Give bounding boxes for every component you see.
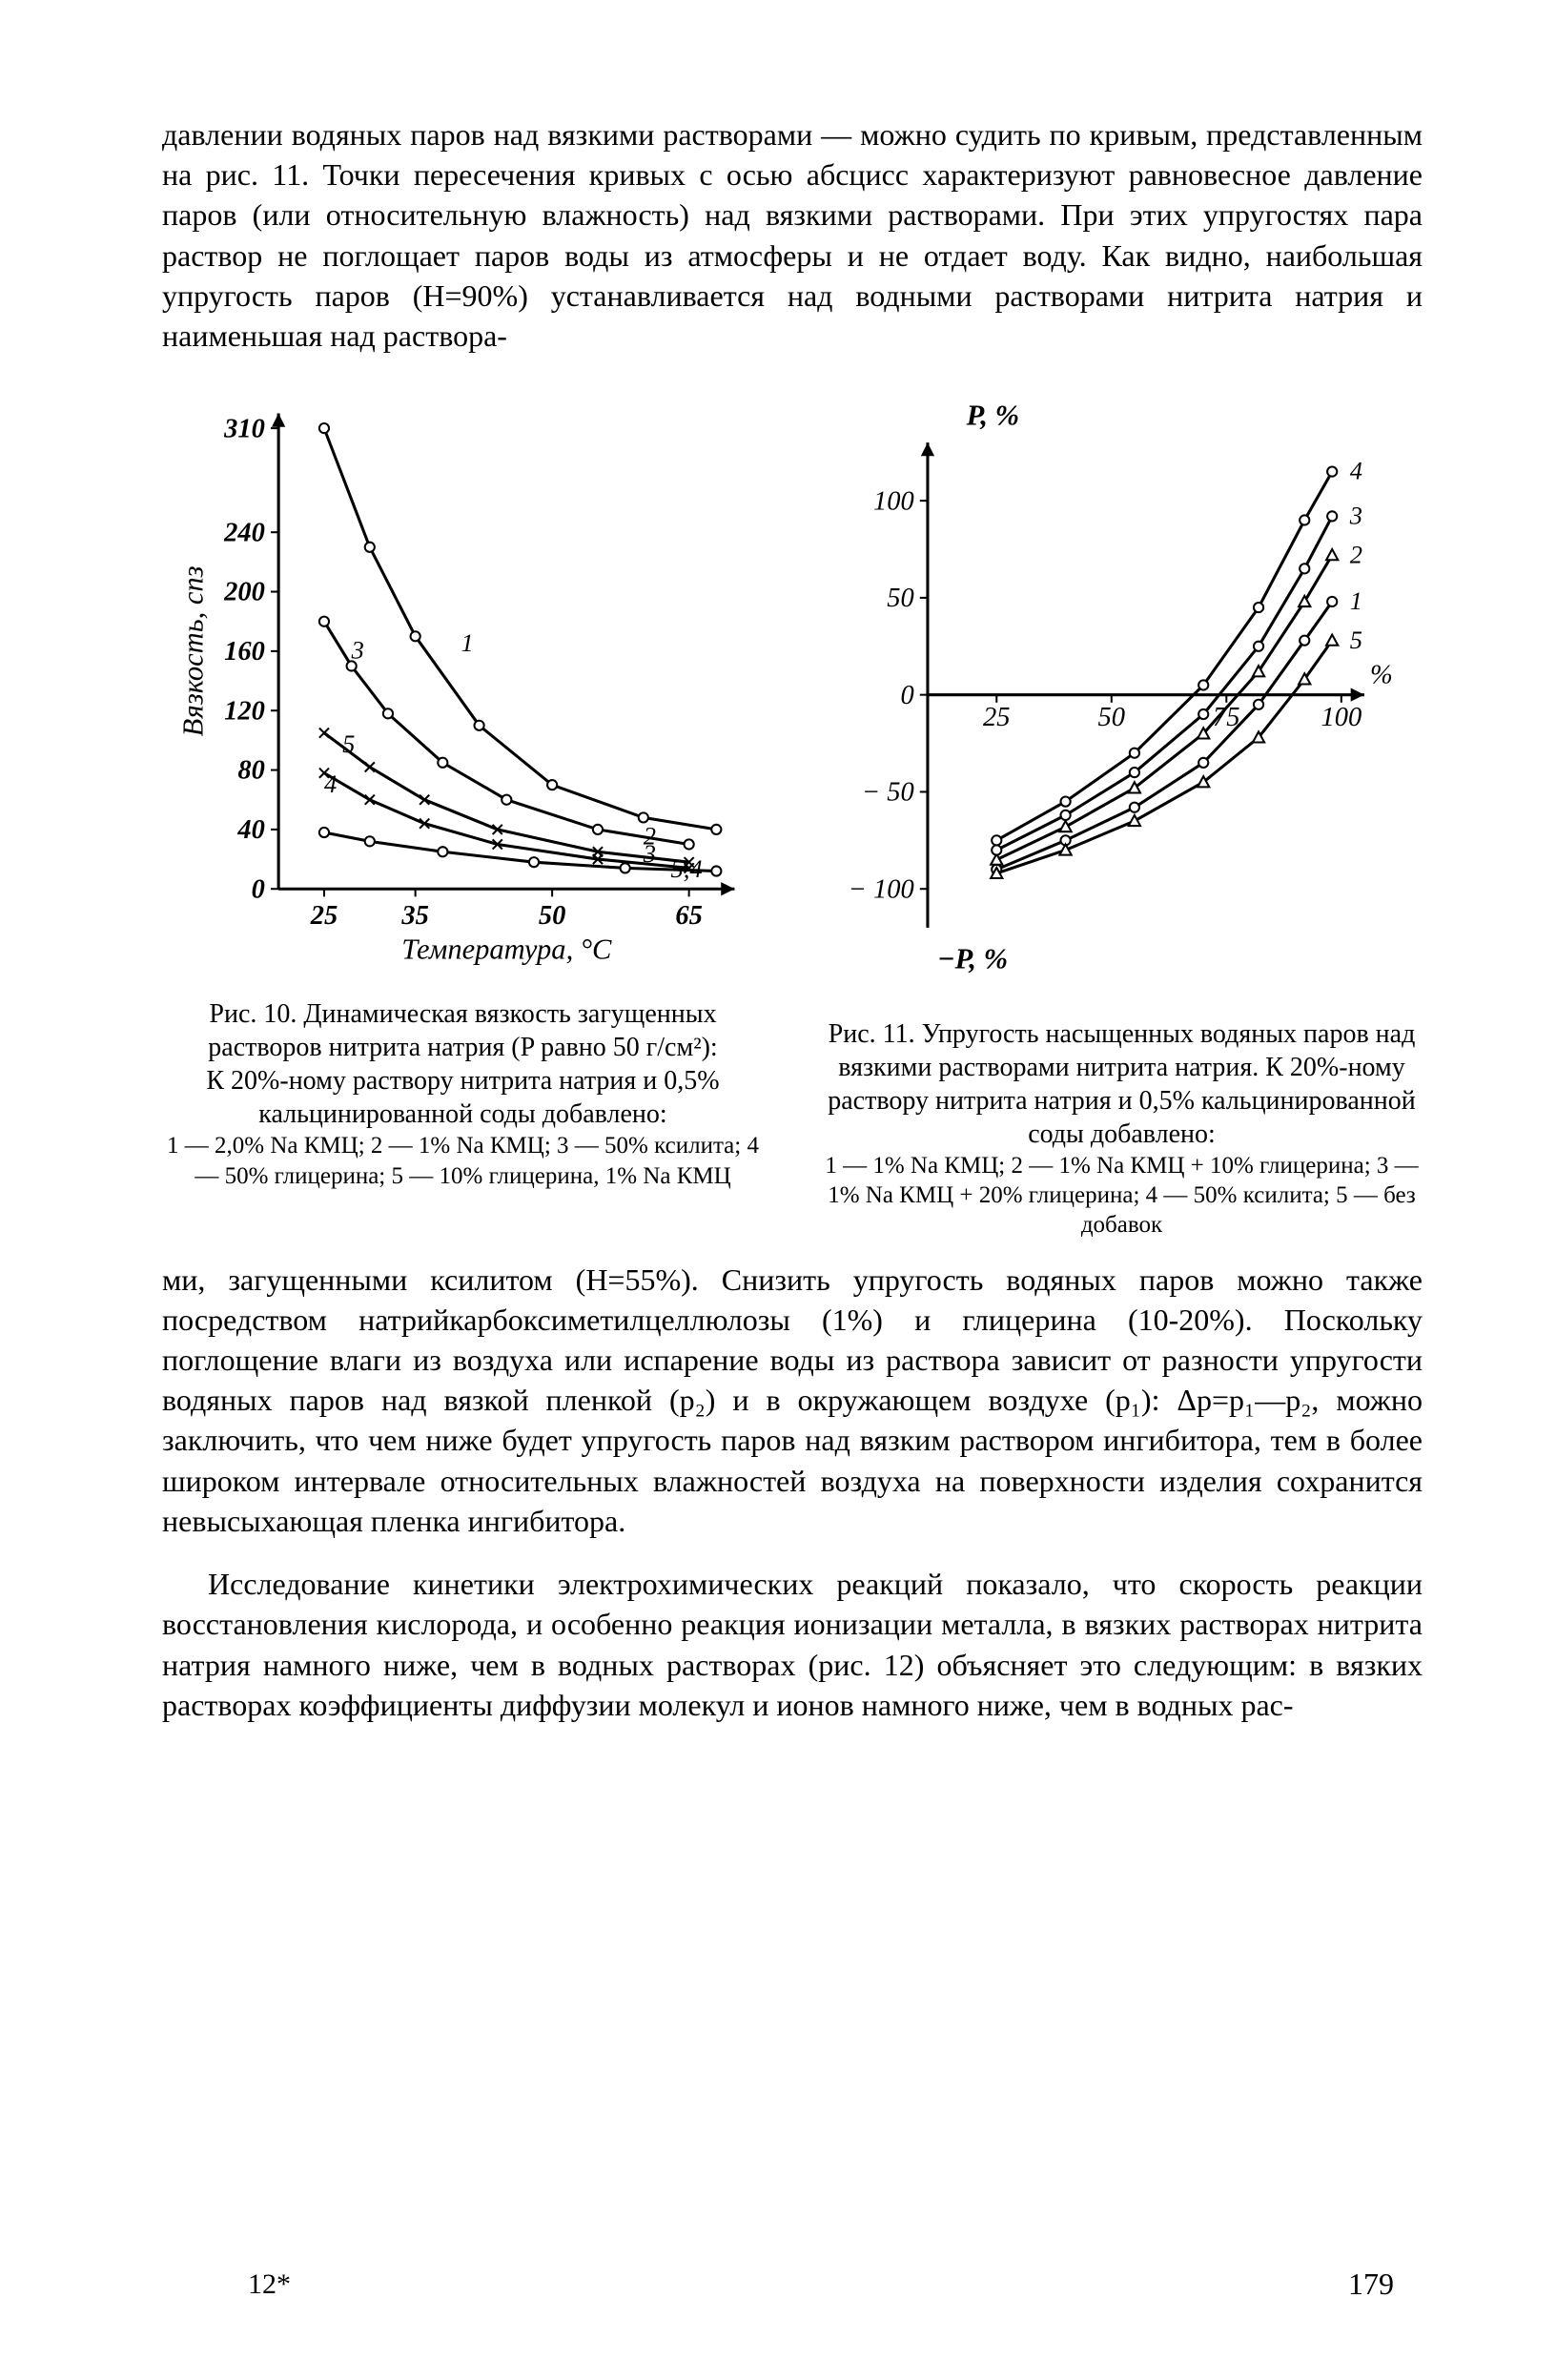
paragraph-3-text: Исследование кинетики электрохимических …: [162, 1567, 1423, 1722]
svg-text:%: %: [1370, 661, 1393, 690]
page: давлении водяных паров над вязкими раств…: [0, 0, 1556, 2380]
svg-text:240: 240: [223, 519, 265, 548]
fig10-caption-sub: К 20%-ному раствору нитрита натрия и 0,5…: [162, 1064, 764, 1131]
svg-text:50: 50: [539, 901, 565, 931]
svg-text:25: 25: [310, 901, 338, 931]
paragraph-middle: ми, загущенными ксилитом (H=55%). Снизит…: [162, 1260, 1423, 1542]
paragraph-top: давлении водяных паров над вязкими раств…: [162, 114, 1423, 356]
svg-text:3: 3: [643, 840, 656, 869]
svg-text:120: 120: [224, 697, 265, 727]
svg-text:4: 4: [324, 769, 337, 798]
paragraph-bottom: Исследование кинетики электрохимических …: [162, 1564, 1423, 1725]
svg-text:Температура, °C: Температура, °C: [401, 934, 612, 966]
svg-text:2: 2: [1350, 541, 1362, 569]
svg-text:− 50: − 50: [862, 778, 914, 808]
svg-text:1: 1: [461, 628, 473, 657]
figure-11-chart: − 100− 5005010025507510043215P, %%−P, %: [821, 384, 1423, 1005]
svg-text:3: 3: [351, 636, 364, 665]
svg-text:200: 200: [223, 578, 265, 607]
svg-text:65: 65: [675, 901, 702, 931]
svg-text:5,4: 5,4: [671, 854, 703, 883]
svg-text:25: 25: [983, 704, 1010, 733]
svg-text:100: 100: [873, 487, 914, 517]
svg-text:P, %: P, %: [966, 400, 1019, 432]
figure-10-caption: Рис. 10. Динамическая вязкость загущенны…: [162, 997, 764, 1191]
page-number-right: 179: [1348, 2264, 1394, 2304]
svg-text:−P, %: −P, %: [937, 943, 1008, 975]
fig11-caption-main: Рис. 11. Упругость насыщенных водяных па…: [821, 1017, 1423, 1151]
figure-11: − 100− 5005010025507510043215P, %%−P, % …: [821, 384, 1423, 1240]
figures-row: 04080120160200240310253550651354235,4Тем…: [162, 384, 1423, 1240]
svg-text:4: 4: [1350, 457, 1362, 485]
svg-text:100: 100: [1321, 704, 1362, 733]
svg-text:50: 50: [887, 584, 913, 613]
svg-text:3: 3: [1349, 502, 1362, 530]
figure-11-caption: Рис. 11. Упругость насыщенных водяных па…: [821, 1017, 1423, 1241]
svg-text:80: 80: [237, 756, 264, 786]
svg-text:1: 1: [1350, 587, 1362, 616]
svg-text:0: 0: [252, 875, 265, 905]
figure-10-chart: 04080120160200240310253550651354235,4Тем…: [162, 384, 764, 986]
page-number-left: 12*: [248, 2266, 291, 2304]
svg-text:40: 40: [236, 815, 264, 845]
svg-text:5: 5: [1350, 626, 1362, 654]
svg-text:160: 160: [224, 637, 265, 667]
fig10-legend: 1 — 2,0% Na КМЦ; 2 — 1% Na КМЦ; 3 — 50% …: [162, 1131, 764, 1191]
svg-text:35: 35: [400, 901, 428, 931]
svg-text:− 100: − 100: [849, 875, 914, 905]
svg-text:0: 0: [900, 681, 913, 710]
svg-text:5: 5: [342, 729, 355, 758]
svg-text:310: 310: [223, 415, 265, 444]
fig10-caption-main: Рис. 10. Динамическая вязкость загущенны…: [162, 997, 764, 1064]
figure-10: 04080120160200240310253550651354235,4Тем…: [162, 384, 764, 1240]
svg-text:50: 50: [1098, 704, 1125, 733]
svg-text:Вязкость, спз: Вязкость, спз: [177, 566, 210, 737]
fig11-legend: 1 — 1% Na КМЦ; 2 — 1% Na КМЦ + 10% глице…: [821, 1151, 1423, 1241]
